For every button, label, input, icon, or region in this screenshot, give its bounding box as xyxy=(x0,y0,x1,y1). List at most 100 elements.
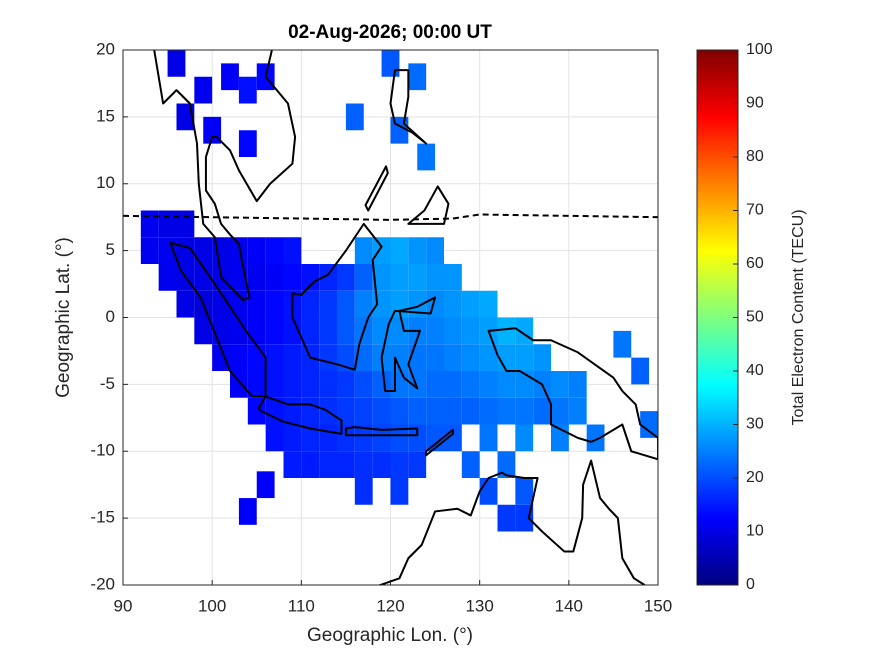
tec-cell xyxy=(337,264,355,291)
tec-cell xyxy=(381,50,400,77)
chart-title: 02-Aug-2026; 00:00 UT xyxy=(288,22,492,43)
colorbar-tick-label: 40 xyxy=(746,362,764,379)
tec-cell xyxy=(176,237,195,264)
coastline xyxy=(373,461,645,588)
tec-cell xyxy=(372,424,391,452)
colorbar-tick-label: 70 xyxy=(746,202,764,219)
tec-cell xyxy=(265,237,284,264)
tec-cell xyxy=(247,237,266,264)
tec-cell xyxy=(319,264,337,291)
coastline xyxy=(426,430,453,455)
tec-cell xyxy=(461,317,480,345)
tec-cell xyxy=(354,290,373,318)
tec-cell xyxy=(301,290,320,318)
tec-cell xyxy=(319,344,337,371)
tec-cell xyxy=(461,397,480,425)
coastline xyxy=(408,186,448,223)
tec-cell xyxy=(479,290,498,318)
tec-cell xyxy=(238,76,257,104)
tec-cell xyxy=(515,371,534,398)
tec-cell xyxy=(515,424,534,452)
tec-cell xyxy=(176,210,195,238)
tec-cell xyxy=(497,504,516,532)
tec-cell xyxy=(283,237,302,264)
tec-cell xyxy=(230,290,248,318)
tec-cell xyxy=(337,344,355,371)
tec-cell xyxy=(283,317,302,345)
tec-cell xyxy=(194,264,213,291)
tec-cell xyxy=(221,63,239,91)
tec-cell xyxy=(319,451,337,478)
tec-cell xyxy=(372,264,391,291)
tec-cell xyxy=(283,264,302,291)
tec-cell xyxy=(283,397,302,425)
tec-cell xyxy=(408,237,427,264)
tec-cell xyxy=(238,130,257,157)
tec-cell xyxy=(372,397,391,425)
tec-cell xyxy=(265,344,284,371)
x-tick-label: 130 xyxy=(465,596,493,615)
tec-cell xyxy=(283,424,302,452)
tec-cell xyxy=(426,237,444,264)
tec-cell xyxy=(372,451,391,478)
coastline xyxy=(391,70,427,144)
tec-cell xyxy=(283,344,302,371)
coastline xyxy=(489,328,658,459)
y-tick-label: 0 xyxy=(106,307,115,326)
x-tick-label: 90 xyxy=(114,596,133,615)
coastline xyxy=(154,50,295,300)
colorbar-tick-label: 10 xyxy=(746,523,764,540)
tec-cell xyxy=(247,344,266,371)
tec-cell xyxy=(444,344,462,371)
tec-cell xyxy=(372,237,391,264)
coastline xyxy=(170,243,265,397)
tec-cell xyxy=(283,371,302,398)
tec-cell xyxy=(158,264,177,291)
tec-cell xyxy=(461,290,480,318)
colorbar xyxy=(696,49,739,586)
colorbar-tick-label: 90 xyxy=(746,95,764,112)
tec-cell xyxy=(497,451,516,478)
tec-cell xyxy=(390,264,409,291)
tec-cell xyxy=(265,264,284,291)
tec-cell xyxy=(515,397,534,425)
tec-cell xyxy=(479,371,498,398)
tec-cell xyxy=(256,471,275,499)
tec-cell xyxy=(301,424,320,452)
magnetic-equator xyxy=(123,215,658,220)
y-tick-label: 15 xyxy=(96,106,115,125)
tec-cell xyxy=(265,317,284,345)
tec-cell xyxy=(319,317,337,345)
tec-cell xyxy=(426,317,444,345)
tec-cell xyxy=(408,290,427,318)
tec-cell xyxy=(426,397,444,425)
colorbar-tick-label: 50 xyxy=(746,309,764,326)
coastline xyxy=(259,396,342,433)
tec-cell xyxy=(247,264,266,291)
coastline xyxy=(292,224,381,370)
tec-cell xyxy=(319,424,337,452)
tec-cell xyxy=(444,290,462,318)
tec-cell xyxy=(301,451,320,478)
tec-cell xyxy=(479,424,498,452)
y-tick-label: 5 xyxy=(106,240,115,259)
tec-cell xyxy=(194,317,213,345)
tec-cell xyxy=(408,63,427,91)
y-tick-label: 10 xyxy=(96,173,115,192)
x-axis-label: Geographic Lon. (°) xyxy=(307,625,473,646)
tec-cell xyxy=(319,290,337,318)
tec-cell xyxy=(408,451,427,478)
tec-cell xyxy=(461,451,480,478)
tec-cell xyxy=(319,371,337,398)
tec-cell xyxy=(354,344,373,371)
tec-cell xyxy=(533,397,551,425)
tec-cell xyxy=(230,317,248,345)
tec-cell xyxy=(337,397,355,425)
colorbar-tick-label: 20 xyxy=(746,469,764,486)
tec-cell xyxy=(354,478,373,505)
tec-cell xyxy=(479,397,498,425)
tec-cell xyxy=(337,317,355,345)
tec-cell xyxy=(354,237,373,264)
tec-cell xyxy=(140,210,159,238)
tec-cell xyxy=(444,264,462,291)
